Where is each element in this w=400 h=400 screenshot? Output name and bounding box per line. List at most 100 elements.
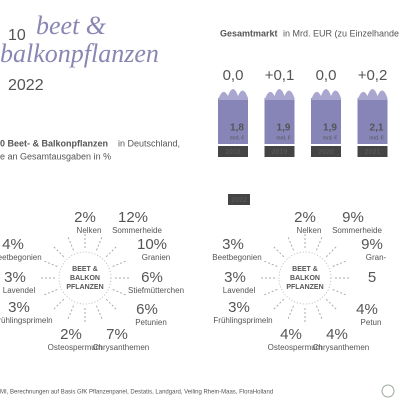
change: +0,1 — [265, 67, 295, 84]
pot-value: 1,8 — [230, 123, 244, 134]
pot-value: 1,9 — [323, 123, 337, 134]
year: 2018 — [225, 149, 241, 156]
center-label: BALKON — [290, 275, 320, 282]
spoke — [96, 305, 103, 319]
pot — [218, 98, 248, 144]
plant-name: Chrysanthemen — [313, 343, 369, 352]
plant-name: Nelken — [297, 226, 322, 235]
spoke — [53, 246, 65, 258]
percent: 3% — [4, 269, 26, 286]
title-year: 2022 — [8, 77, 44, 94]
logo — [381, 384, 395, 398]
percent: 6% — [141, 269, 163, 286]
spoke — [325, 246, 337, 258]
percent: 3% — [222, 236, 244, 253]
pot-unit: mrd. € — [323, 135, 337, 141]
plant-name: Beetbegonien — [0, 253, 42, 262]
percent: 4% — [2, 236, 24, 253]
plant-name: Nelken — [77, 226, 102, 235]
spoke — [53, 298, 65, 310]
spoke — [287, 237, 294, 251]
pot — [264, 98, 295, 144]
flowers — [264, 89, 295, 100]
year: 2019 — [272, 149, 288, 156]
year-box — [357, 146, 388, 157]
percent: 9% — [361, 236, 383, 253]
plant-name: Osteospermum — [48, 343, 103, 352]
center-label: BEET & — [292, 266, 318, 273]
change: 0,0 — [316, 67, 337, 84]
market-title: Gesamtmarkt — [220, 28, 278, 38]
spoke — [44, 289, 58, 296]
flowers — [311, 89, 341, 100]
percent: 4% — [326, 326, 348, 343]
market-title-rest: in Mrd. EUR (zu Einzelhande — [283, 28, 399, 38]
spoke — [273, 246, 285, 258]
plant-name: Beetbegonien — [212, 253, 261, 262]
percent: 4% — [280, 326, 302, 343]
change: 0,0 — [223, 67, 244, 84]
plant-name: Petunien — [135, 318, 167, 327]
center-label: PFLANZEN — [66, 284, 103, 291]
plant-name: Sommerheide — [332, 226, 382, 235]
spoke — [264, 260, 278, 267]
percent: 6% — [136, 301, 158, 318]
plant-name: Petun — [361, 318, 382, 327]
subtitle: 0 Beet- & Balkonpflanzen — [0, 138, 108, 148]
spoke — [67, 305, 74, 319]
percent: 4% — [356, 301, 378, 318]
pot-value: 1,9 — [277, 123, 291, 134]
pot-value: 2,1 — [370, 123, 384, 134]
percent: 10% — [137, 236, 167, 253]
percent: 5 — [368, 269, 376, 286]
pot-unit: mrd. € — [276, 135, 290, 141]
year-box — [264, 146, 295, 157]
plant-name: Sommerheide — [112, 226, 162, 235]
spoke — [105, 298, 117, 310]
percent: 3% — [8, 299, 30, 316]
pot — [311, 98, 341, 144]
center-label: BEET & — [72, 266, 98, 273]
year-box — [218, 146, 248, 157]
plant-name: Osteospermum — [268, 343, 323, 352]
year-tag — [228, 194, 250, 205]
subtitle-rest: in Deutschland, — [118, 138, 180, 148]
center-ring — [58, 251, 112, 305]
spoke — [112, 289, 126, 296]
percent: 3% — [224, 269, 246, 286]
center-label: BALKON — [70, 275, 100, 282]
title-prefix: 10 — [8, 27, 26, 44]
spoke — [316, 305, 323, 319]
flowers — [357, 89, 388, 100]
plant-name: Chrysanthemen — [93, 343, 149, 352]
plant-name: Granien — [142, 253, 170, 262]
pot — [357, 98, 388, 144]
plant-name: Gran- — [366, 253, 387, 262]
spoke — [316, 237, 323, 251]
percent: 2% — [294, 209, 316, 226]
spoke — [44, 260, 58, 267]
center-ring — [278, 251, 332, 305]
percent: 12% — [118, 209, 148, 226]
plant-name: Frühlingsprimeln — [0, 316, 53, 325]
plant-name: Stiefmütterchen — [128, 286, 184, 295]
spoke — [264, 289, 278, 296]
spoke — [67, 237, 74, 251]
year: 2020 — [318, 149, 334, 156]
year-tag-label: 2022 — [231, 197, 247, 204]
percent: 9% — [342, 209, 364, 226]
spoke — [332, 260, 346, 267]
spoke — [332, 289, 346, 296]
spoke — [325, 298, 337, 310]
subtitle-line2: e an Gesamtausgaben in % — [0, 151, 111, 161]
year-box — [311, 146, 341, 157]
center-label: PFLANZEN — [286, 284, 323, 291]
change: +0,2 — [358, 67, 388, 84]
plant-name: Frühlingsprimeln — [213, 316, 272, 325]
pot-unit: mrd. € — [230, 135, 244, 141]
plant-name: Lavendel — [3, 286, 36, 295]
spoke — [105, 246, 117, 258]
title-line1: beet & — [36, 11, 107, 40]
percent: 7% — [106, 326, 128, 343]
